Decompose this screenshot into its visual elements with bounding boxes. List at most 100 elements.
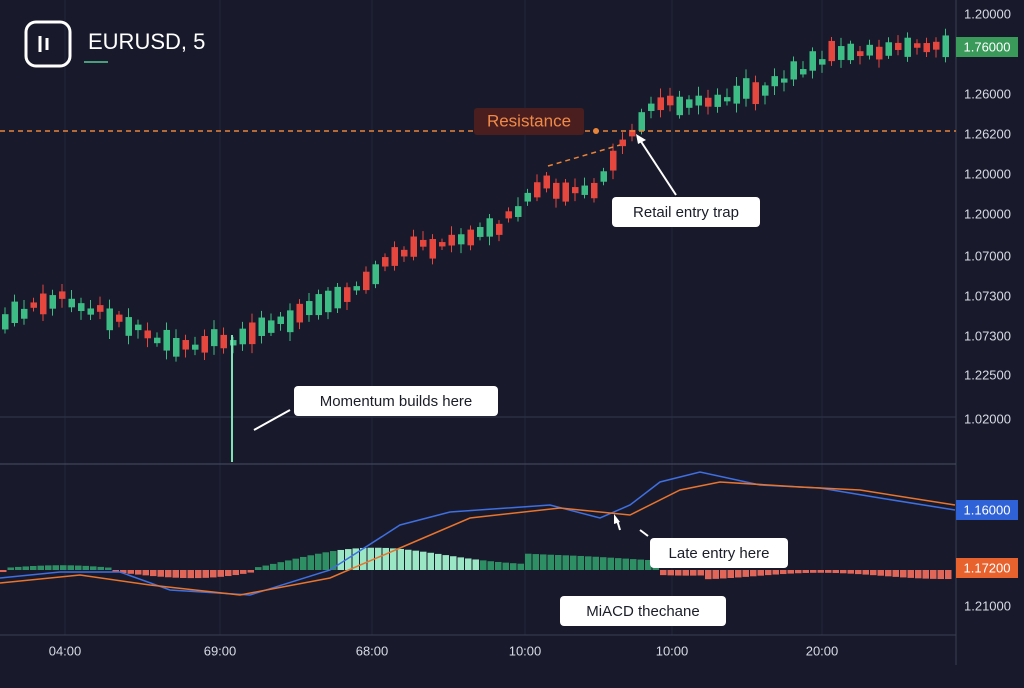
histogram-bar: [637, 559, 644, 570]
candle: [543, 175, 550, 189]
callout-arrow: [639, 139, 677, 196]
resistance-box: [474, 108, 584, 135]
histogram-bar: [667, 570, 674, 576]
candle: [838, 46, 845, 60]
histogram-bar: [705, 570, 712, 580]
price-label: 1.20000: [964, 166, 1011, 181]
callout: Retail entry trap: [612, 134, 760, 227]
price-label: 1.22500: [964, 367, 1011, 382]
candle: [135, 324, 142, 331]
candle: [154, 337, 161, 344]
histogram-bar: [180, 570, 187, 578]
histogram-bar: [780, 570, 787, 575]
histogram-bar: [847, 570, 854, 574]
histogram-bar: [825, 570, 832, 573]
candle: [562, 182, 569, 202]
candle: [695, 95, 702, 106]
price-label: 1.20000: [964, 6, 1011, 21]
price-label: 1.07300: [964, 328, 1011, 343]
histogram-bar: [82, 565, 89, 570]
candle: [97, 305, 104, 312]
histogram-bar: [472, 559, 479, 570]
candle: [895, 42, 902, 50]
candle: [553, 182, 560, 199]
histogram-bar: [420, 551, 427, 570]
histogram-bar: [397, 548, 404, 570]
histogram-bar: [262, 565, 269, 570]
histogram-bar: [517, 563, 524, 570]
histogram-bar: [292, 558, 299, 570]
candle: [648, 103, 655, 112]
candle: [268, 320, 275, 333]
candle: [363, 271, 370, 291]
candle: [610, 150, 617, 171]
histogram-bar: [15, 566, 22, 570]
candle: [116, 314, 123, 322]
candle: [885, 42, 892, 56]
candle: [600, 171, 607, 182]
candle: [144, 330, 151, 339]
histogram-bar: [817, 570, 824, 573]
histogram-bar: [465, 558, 472, 570]
histogram-bar: [60, 565, 67, 570]
candle: [68, 298, 75, 308]
candle: [458, 234, 465, 245]
arrow-head: [636, 134, 646, 144]
histogram-bar: [570, 555, 577, 570]
histogram-bar: [225, 570, 232, 577]
candle: [477, 227, 484, 237]
time-axis: 04:00 69:00 68:00 10:00 10:00 20:00: [49, 643, 839, 658]
candles: [2, 28, 949, 462]
histogram-bar: [427, 552, 434, 570]
candle: [49, 295, 56, 309]
histogram-bar: [585, 556, 592, 570]
histogram-bar: [120, 570, 127, 574]
candle: [287, 310, 294, 333]
candle: [619, 139, 626, 147]
histogram-bar: [172, 570, 179, 578]
callout: MiACD thechane: [560, 596, 726, 626]
candle: [876, 46, 883, 60]
time-label: 04:00: [49, 643, 82, 658]
histogram-bar: [210, 570, 217, 578]
candle: [40, 293, 47, 315]
price-label: 1.26000: [964, 86, 1011, 101]
candle: [733, 85, 740, 104]
candle: [220, 334, 227, 349]
callout-text: MiACD thechane: [586, 603, 699, 620]
histogram-bar: [937, 570, 944, 579]
logo-frame: [24, 20, 72, 68]
callout-text: Late entry here: [669, 545, 770, 562]
histogram-bar: [592, 556, 599, 570]
histogram-bar: [307, 555, 314, 570]
resistance-dot: [593, 128, 599, 134]
time-label: 20:00: [806, 643, 839, 658]
histogram-bar: [787, 570, 794, 574]
histogram-bar: [690, 570, 697, 576]
candle: [781, 78, 788, 83]
histogram-bar: [435, 553, 442, 570]
histogram-bar: [525, 553, 532, 570]
histogram-bar: [270, 563, 277, 570]
resistance-label: Resistance: [487, 111, 571, 130]
histogram-bar: [345, 549, 352, 570]
time-label: 68:00: [356, 643, 389, 658]
histogram-bar: [22, 566, 29, 570]
histogram-bar: [855, 570, 862, 575]
candle: [173, 337, 180, 357]
candle: [629, 129, 636, 137]
histogram-bar: [330, 551, 337, 570]
histogram-bar: [922, 570, 929, 579]
histogram-bar: [885, 570, 892, 577]
candle: [496, 223, 503, 235]
histogram-bar: [727, 570, 734, 578]
candle: [657, 97, 664, 111]
histogram-bar: [945, 570, 952, 580]
candle: [933, 41, 940, 50]
candle: [923, 43, 930, 53]
price-label: 1.20000: [964, 206, 1011, 221]
candle: [752, 82, 759, 105]
callout: Late entry here: [614, 514, 788, 568]
